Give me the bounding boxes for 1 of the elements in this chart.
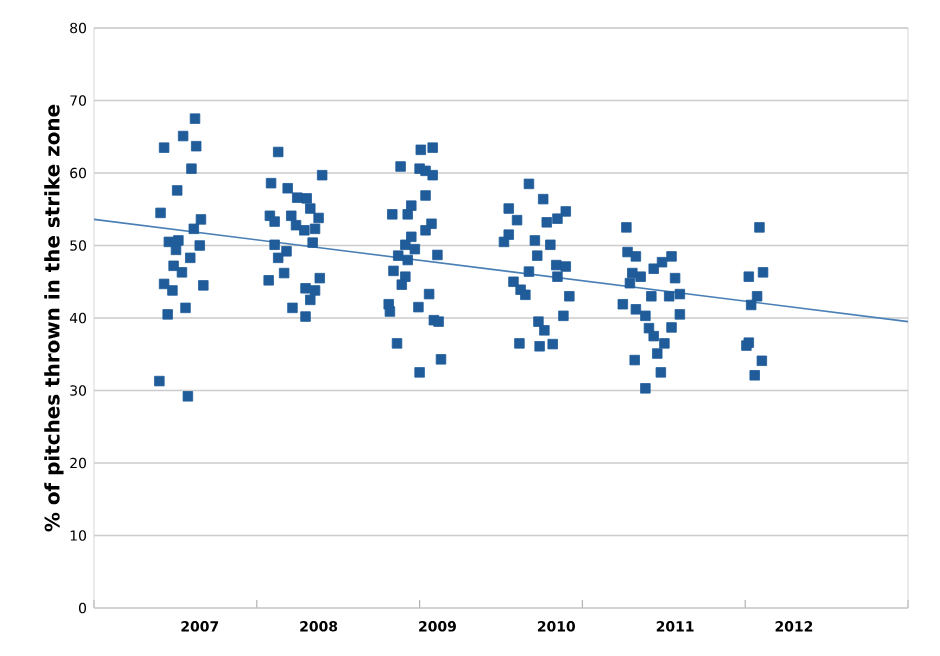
y-axis-title: % of pitches thrown in the strike zone <box>44 104 64 532</box>
